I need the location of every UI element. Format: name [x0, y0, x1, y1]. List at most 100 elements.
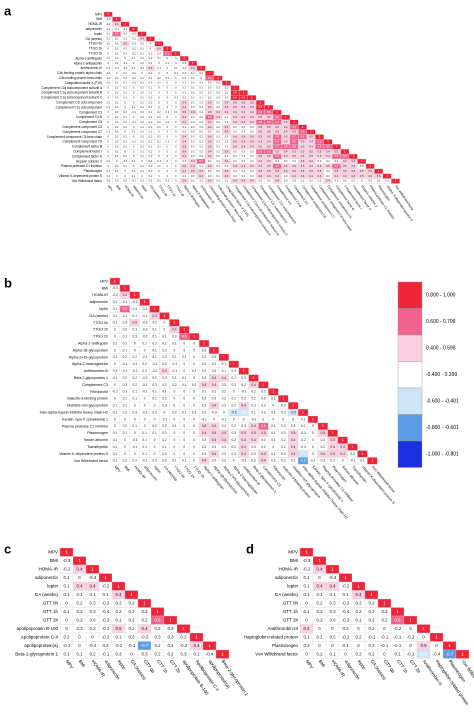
cell-value: -0.1 — [241, 390, 247, 394]
cell-value: 1 — [167, 46, 169, 50]
cell-value: 0.2 — [368, 609, 375, 614]
cell-value: 0 — [154, 403, 156, 407]
cell-value: 0 — [342, 459, 344, 463]
cell-value: 0.3 — [89, 609, 96, 614]
row-label: Plasma protease C1 inhibitor — [61, 164, 103, 168]
cell-value: 0.5 — [292, 164, 296, 168]
row-label: BMI — [50, 558, 58, 563]
cell-value: 0.1 — [303, 575, 310, 580]
cell-value: 0.1 — [271, 452, 276, 456]
cell-value: 0.3 — [199, 81, 203, 85]
cell-value: 0.1 — [115, 149, 119, 153]
cell-value: 1 — [285, 115, 287, 119]
cell-value: 1 — [150, 37, 152, 41]
cell-value: 1 — [223, 355, 225, 359]
cell-value: 0.3 — [115, 110, 119, 114]
column-label: GTT 0h — [383, 659, 396, 675]
cell-value: 0 — [312, 431, 314, 435]
cell-value: 0 — [167, 159, 169, 163]
cell-value: 0.6 — [275, 140, 279, 144]
cell-value: 1 — [342, 438, 344, 442]
cell-value: 0 — [167, 95, 169, 99]
cell-value: 1 — [302, 410, 304, 414]
cell-value: -0.2 — [300, 438, 306, 442]
cell-value: 0.4 — [251, 424, 256, 428]
cell-value: 0.5 — [267, 115, 271, 119]
cell-value: 0.2 — [321, 445, 326, 449]
cell-value: 0.1 — [123, 86, 127, 90]
cell-value: 0 — [167, 81, 169, 85]
cell-value: 0.4 — [267, 174, 271, 178]
cell-value: 0.2 — [140, 42, 144, 46]
cell-value: 0 — [193, 438, 195, 442]
cell-value: 0.1 — [63, 575, 70, 580]
cell-value: 0.1 — [123, 144, 127, 148]
heatmap-cell — [367, 457, 378, 465]
cell-value: 0.5 — [284, 164, 288, 168]
cell-value: 0 — [167, 149, 169, 153]
cell-value: 0.1 — [123, 348, 128, 352]
row-label: leptin — [94, 32, 102, 36]
cell-value: 0 — [173, 417, 175, 421]
row-label: adiponectin — [90, 300, 108, 304]
cell-value: -0.6 — [241, 410, 247, 414]
cell-value: -0.1 — [122, 362, 128, 366]
cell-value: 0.5 — [284, 120, 288, 124]
cell-value: 0.3 — [162, 376, 167, 380]
cell-value: 0.6 — [275, 164, 279, 168]
row-label: HOMA-IR — [88, 22, 103, 26]
cell-value: 1 — [116, 17, 118, 21]
cell-value: 1 — [268, 105, 270, 109]
column-label: leptin — [153, 465, 162, 474]
cell-value: 0.3 — [275, 159, 279, 163]
cell-value: -0.1 — [342, 634, 350, 639]
cell-value: 0.5 — [250, 105, 254, 109]
cell-value: 0.1 — [113, 445, 118, 449]
cell-value: 0.1 — [76, 592, 83, 597]
cell-value: 0.3 — [202, 452, 207, 456]
cell-value: 0.2 — [199, 120, 203, 124]
cell-value: 0.5 — [259, 115, 263, 119]
cell-value: 0.3 — [191, 149, 195, 153]
cell-value: 1 — [91, 566, 94, 571]
cell-value: 0.6 — [275, 154, 279, 158]
cell-value: 0.5 — [318, 169, 322, 173]
cell-value: 0.2 — [115, 609, 122, 614]
cell-value: 0.2 — [140, 115, 144, 119]
cell-value: -0.2 — [303, 566, 311, 571]
cell-value: 0 — [183, 348, 185, 352]
cell-value: 0.3 — [149, 159, 153, 163]
cell-value: 0 — [183, 417, 185, 421]
cell-value: 0.3 — [242, 125, 246, 129]
cell-value: 0 — [167, 115, 169, 119]
heatmap-panel: d MPVMPVBMIBMIHOMA-IRHOMA-IRadiponectinad… — [244, 541, 474, 706]
cell-value: 0.2 — [149, 105, 153, 109]
cell-value: -0.1 — [123, 61, 128, 65]
cell-value: 1 — [117, 583, 120, 588]
cell-value: 0.5 — [250, 100, 254, 104]
cell-value: 0.2 — [202, 369, 207, 373]
cell-value: 0.2 — [368, 600, 375, 605]
cell-value: 0.3 — [167, 626, 174, 631]
cell-value: 0.4 — [291, 452, 296, 456]
cell-value: 0.2 — [355, 609, 362, 614]
cell-value: 0 — [107, 46, 109, 50]
cell-value: 0.1 — [115, 105, 119, 109]
cell-value: 0 — [173, 438, 175, 442]
cell-value: 0.2 — [232, 438, 237, 442]
cell-value: 0 — [233, 417, 235, 421]
row-label: Complement C1q subcomponent subunit A — [41, 86, 102, 90]
cell-value: -0.1 — [394, 643, 402, 648]
cell-value: 0.1 — [149, 76, 153, 80]
cell-value: 0.5 — [208, 110, 212, 114]
cell-value: 0.2 — [368, 651, 375, 656]
cell-value: 0.7 — [292, 135, 296, 139]
cell-value: 0.2 — [149, 56, 153, 60]
cell-value: 0 — [114, 417, 116, 421]
cell-value: 0.3 — [216, 135, 220, 139]
cell-value: 0.2 — [152, 410, 157, 414]
cell-value: 0.2 — [149, 154, 153, 158]
cell-value: 1 — [352, 445, 354, 449]
cell-value: 0.4 — [152, 314, 157, 318]
cell-value: 1 — [221, 651, 224, 656]
